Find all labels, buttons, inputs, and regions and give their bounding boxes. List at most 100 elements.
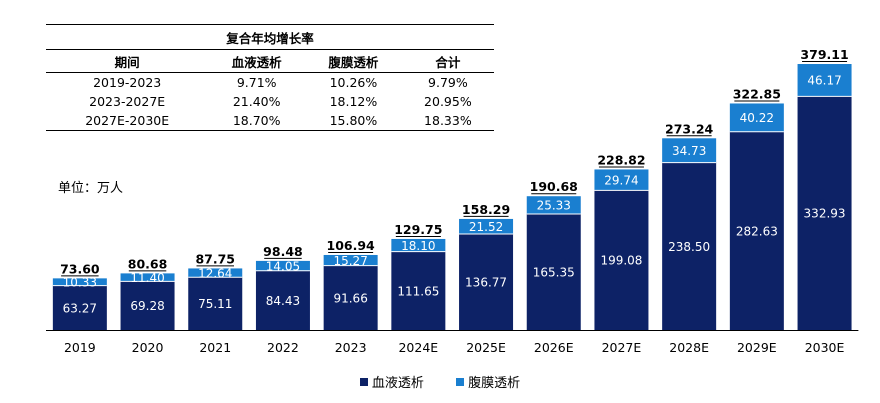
data-label-peritoneal: 29.74 bbox=[604, 173, 638, 187]
table-cell: 18.33% bbox=[401, 111, 494, 131]
table-cell: 9.71% bbox=[236, 75, 277, 90]
data-label-peritoneal: 15.27 bbox=[333, 254, 367, 268]
bar-hemodialysis bbox=[120, 281, 175, 330]
legend-item-peritoneal: 腹膜透析 bbox=[456, 372, 520, 391]
table-cell: 15.80% bbox=[305, 111, 402, 131]
table-header: 腹膜透析 bbox=[305, 49, 402, 73]
bar-peritoneal bbox=[391, 238, 446, 252]
data-label-hemodialysis: 332.93 bbox=[804, 207, 846, 221]
bar-hemodialysis bbox=[188, 277, 243, 330]
data-label-hemodialysis: 238.50 bbox=[668, 240, 710, 254]
bar-hemodialysis bbox=[594, 190, 649, 330]
legend-label: 血液透析 bbox=[371, 376, 424, 391]
bar-hemodialysis bbox=[662, 162, 717, 330]
data-label-hemodialysis: 63.27 bbox=[63, 301, 97, 315]
bar-peritoneal bbox=[255, 260, 310, 271]
x-tick-label: 2027E bbox=[602, 340, 642, 355]
table-row: 2019-2023 9.71% 10.26% 9.79% bbox=[46, 73, 494, 93]
bar-peritoneal bbox=[52, 278, 107, 286]
total-label: 322.85 bbox=[733, 86, 781, 101]
table-row: 2027E-2030E 18.70% 15.80% 18.33% bbox=[46, 111, 494, 131]
total-label: 273.24 bbox=[665, 121, 714, 136]
data-label-hemodialysis: 199.08 bbox=[600, 254, 642, 268]
data-label-peritoneal: 21.52 bbox=[469, 220, 503, 234]
data-label-hemodialysis: 75.11 bbox=[198, 297, 232, 311]
table-header: 血液透析 bbox=[208, 49, 306, 73]
bar-hemodialysis bbox=[255, 270, 310, 330]
total-label: 190.68 bbox=[530, 179, 578, 194]
total-label: 379.11 bbox=[800, 47, 848, 62]
table-cell: 18.70% bbox=[208, 111, 306, 131]
cagr-table: 复合年均增长率 期间 血液透析 腹膜透析 合计 2019-2023 9.71% … bbox=[46, 24, 494, 131]
legend-item-hemodialysis: 血液透析 bbox=[359, 372, 424, 391]
x-tick-label: 2028E bbox=[669, 340, 709, 355]
table-cell: 21.40% bbox=[232, 94, 281, 109]
x-tick-label: 2021 bbox=[199, 340, 231, 355]
table-cell: 10.26% bbox=[329, 75, 378, 90]
x-tick-label: 2020 bbox=[132, 340, 164, 355]
data-label-peritoneal: 10.33 bbox=[63, 275, 97, 289]
x-tick-label: 2025E bbox=[466, 340, 506, 355]
data-label-peritoneal: 18.10 bbox=[401, 239, 435, 253]
unit-label: 单位：万人 bbox=[58, 181, 124, 196]
legend-label: 腹膜透析 bbox=[468, 376, 521, 391]
legend-swatch bbox=[359, 377, 368, 386]
data-label-hemodialysis: 84.43 bbox=[266, 294, 300, 308]
table-cell: 9.79% bbox=[428, 75, 468, 90]
data-label-peritoneal: 46.17 bbox=[807, 74, 841, 88]
table-cell: 20.95% bbox=[424, 94, 472, 109]
bar-peritoneal bbox=[526, 196, 581, 214]
x-tick-label: 2023 bbox=[335, 340, 367, 355]
bar-hemodialysis bbox=[459, 234, 514, 330]
legend: 血液透析 腹膜透析 bbox=[0, 372, 880, 391]
bar-hemodialysis bbox=[797, 96, 852, 330]
total-label: 80.68 bbox=[128, 256, 168, 271]
total-label: 73.60 bbox=[60, 261, 100, 276]
x-tick-label: 2024E bbox=[398, 340, 438, 355]
data-label-peritoneal: 14.05 bbox=[266, 259, 300, 273]
table-cell: 2027E-2030E bbox=[46, 111, 209, 131]
bar-hemodialysis bbox=[52, 285, 107, 330]
x-tick-label: 2022 bbox=[267, 340, 299, 355]
bar-peritoneal bbox=[188, 268, 243, 278]
bar-peritoneal bbox=[729, 103, 784, 132]
total-label: 158.29 bbox=[462, 202, 510, 217]
bar-peritoneal bbox=[459, 218, 514, 235]
table-cell: 2019-2023 bbox=[93, 75, 162, 90]
x-tick-label: 2026E bbox=[534, 340, 574, 355]
bar-peritoneal bbox=[797, 64, 852, 97]
total-label: 87.75 bbox=[195, 251, 235, 266]
table-cell: 2023-2027E bbox=[89, 94, 166, 109]
data-label-hemodialysis: 136.77 bbox=[465, 276, 507, 290]
data-label-hemodialysis: 111.65 bbox=[397, 284, 439, 298]
data-label-peritoneal: 40.22 bbox=[740, 111, 774, 125]
data-label-peritoneal: 11.40 bbox=[130, 271, 164, 285]
table-title: 复合年均增长率 bbox=[46, 24, 494, 50]
data-label-hemodialysis: 91.66 bbox=[333, 291, 367, 305]
bar-hemodialysis bbox=[323, 265, 378, 330]
bar-peritoneal bbox=[120, 273, 175, 282]
data-label-hemodialysis: 69.28 bbox=[130, 299, 164, 313]
table-row: 2023-2027E 21.40% 18.12% 20.95% bbox=[46, 92, 494, 111]
x-tick-label: 2029E bbox=[737, 340, 777, 355]
x-tick-label: 2030E bbox=[805, 340, 845, 355]
bar-peritoneal bbox=[323, 254, 378, 266]
table-cell: 18.12% bbox=[329, 94, 378, 109]
total-label: 129.75 bbox=[394, 222, 442, 237]
data-label-peritoneal: 34.73 bbox=[672, 144, 706, 158]
bar-hemodialysis bbox=[391, 251, 446, 330]
data-label-hemodialysis: 282.63 bbox=[736, 224, 778, 238]
table-header: 期间 bbox=[46, 49, 209, 73]
bar-hemodialysis bbox=[729, 131, 784, 330]
data-label-peritoneal: 25.33 bbox=[537, 199, 571, 213]
total-label: 98.48 bbox=[263, 244, 303, 259]
data-label-hemodialysis: 165.35 bbox=[533, 265, 575, 279]
table-header: 合计 bbox=[401, 49, 494, 73]
bar-peritoneal bbox=[662, 138, 717, 163]
data-label-peritoneal: 12.64 bbox=[198, 266, 232, 280]
bar-peritoneal bbox=[594, 169, 649, 191]
total-label: 106.94 bbox=[327, 238, 376, 253]
x-tick-label: 2019 bbox=[64, 340, 96, 355]
bar-hemodialysis bbox=[526, 213, 581, 330]
